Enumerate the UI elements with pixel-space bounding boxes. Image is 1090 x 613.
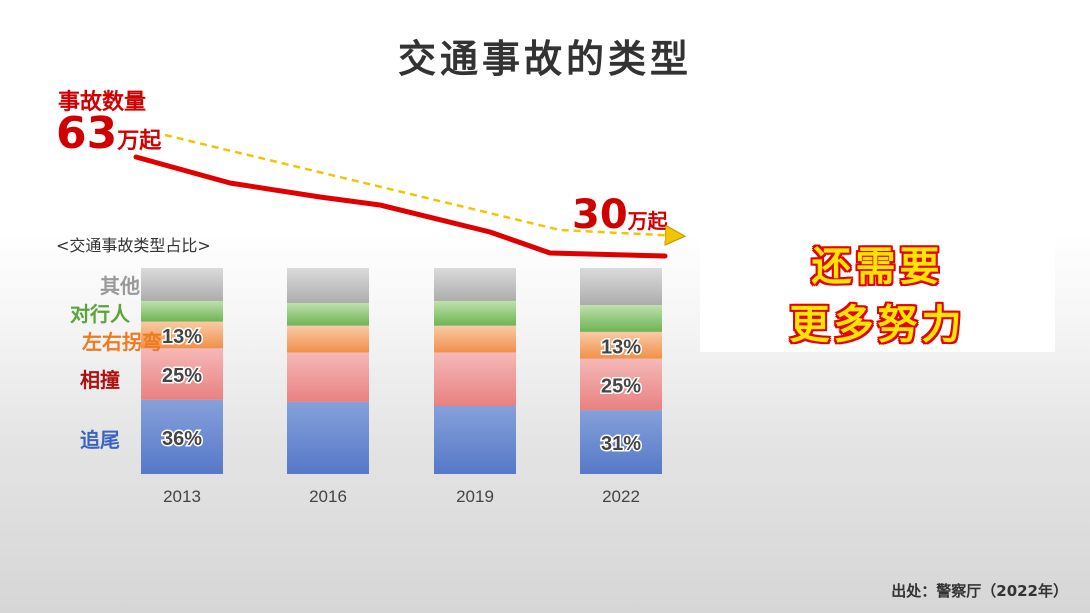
data-label-rear-end-2013: 36% xyxy=(162,428,202,450)
end-value: 30万起 xyxy=(572,192,668,238)
trend-arrow-dashed xyxy=(164,133,680,236)
start-value-number: 63 xyxy=(56,108,118,159)
bar-segment-pedestrian-2022 xyxy=(580,305,662,332)
bar-segment-other-2016 xyxy=(287,268,369,304)
bar-segment-other-2013 xyxy=(141,268,223,301)
slide-title: 交通事故的类型 xyxy=(397,37,692,81)
bar-segment-pedestrian-2016 xyxy=(287,303,369,326)
data-label-rear-end-2022: 31% xyxy=(601,433,641,455)
bar-segment-collision-2016 xyxy=(287,352,369,402)
bar-segment-rear-end-2016 xyxy=(287,401,369,474)
data-label-collision-2013: 25% xyxy=(162,365,202,387)
bar-segment-pedestrian-2019 xyxy=(434,300,516,326)
category-label-other: 其他 xyxy=(100,274,140,298)
bar-segment-turning-2019 xyxy=(434,325,516,353)
x-tick-2022: 2022 xyxy=(602,487,640,506)
x-tick-2013: 2013 xyxy=(163,487,201,506)
start-value: 63万起 xyxy=(56,108,161,159)
slogan-box: 还需要 更多努力 xyxy=(700,220,1055,352)
data-label-turning-2022: 13% xyxy=(601,336,641,358)
breakdown-subtitle: <交通事故类型占比> xyxy=(56,236,211,255)
bar-segment-rear-end-2019 xyxy=(434,406,516,474)
bar-segment-turning-2013 xyxy=(141,321,223,349)
accident-trend-line xyxy=(133,154,668,259)
slogan-line-1: 还需要 xyxy=(811,244,944,290)
bar-segment-rear-end-2013 xyxy=(141,399,223,474)
accident-count-label: 事故数量 xyxy=(58,90,147,115)
bar-segment-other-2022 xyxy=(580,268,662,306)
bar-segment-rear-end-2022 xyxy=(580,410,662,474)
slogan-line-2: 更多努力 xyxy=(789,302,966,348)
bar-segment-pedestrian-2013 xyxy=(141,300,223,322)
bar-segment-collision-2013 xyxy=(141,348,223,400)
data-label-turning-2013: 13% xyxy=(162,326,202,348)
category-label-pedestrian: 对行人 xyxy=(70,302,130,326)
source-note: 出处：警察厅（2022年） xyxy=(891,582,1068,600)
end-value-number: 30 xyxy=(572,192,628,238)
bar-segment-collision-2022 xyxy=(580,358,662,411)
bar-segment-turning-2016 xyxy=(287,325,369,353)
x-tick-2019: 2019 xyxy=(456,487,494,506)
bar-segment-other-2019 xyxy=(434,268,516,301)
end-value-unit: 万起 xyxy=(627,209,668,233)
category-label-collision: 相撞 xyxy=(80,368,120,392)
start-value-unit: 万起 xyxy=(117,129,162,154)
x-tick-2016: 2016 xyxy=(309,487,347,506)
category-label-rear-end: 追尾 xyxy=(80,428,120,452)
data-label-collision-2022: 25% xyxy=(601,375,641,397)
bar-segment-collision-2019 xyxy=(434,352,516,407)
category-label-turning: 左右拐弯 xyxy=(82,330,162,354)
bar-segment-turning-2022 xyxy=(580,331,662,359)
